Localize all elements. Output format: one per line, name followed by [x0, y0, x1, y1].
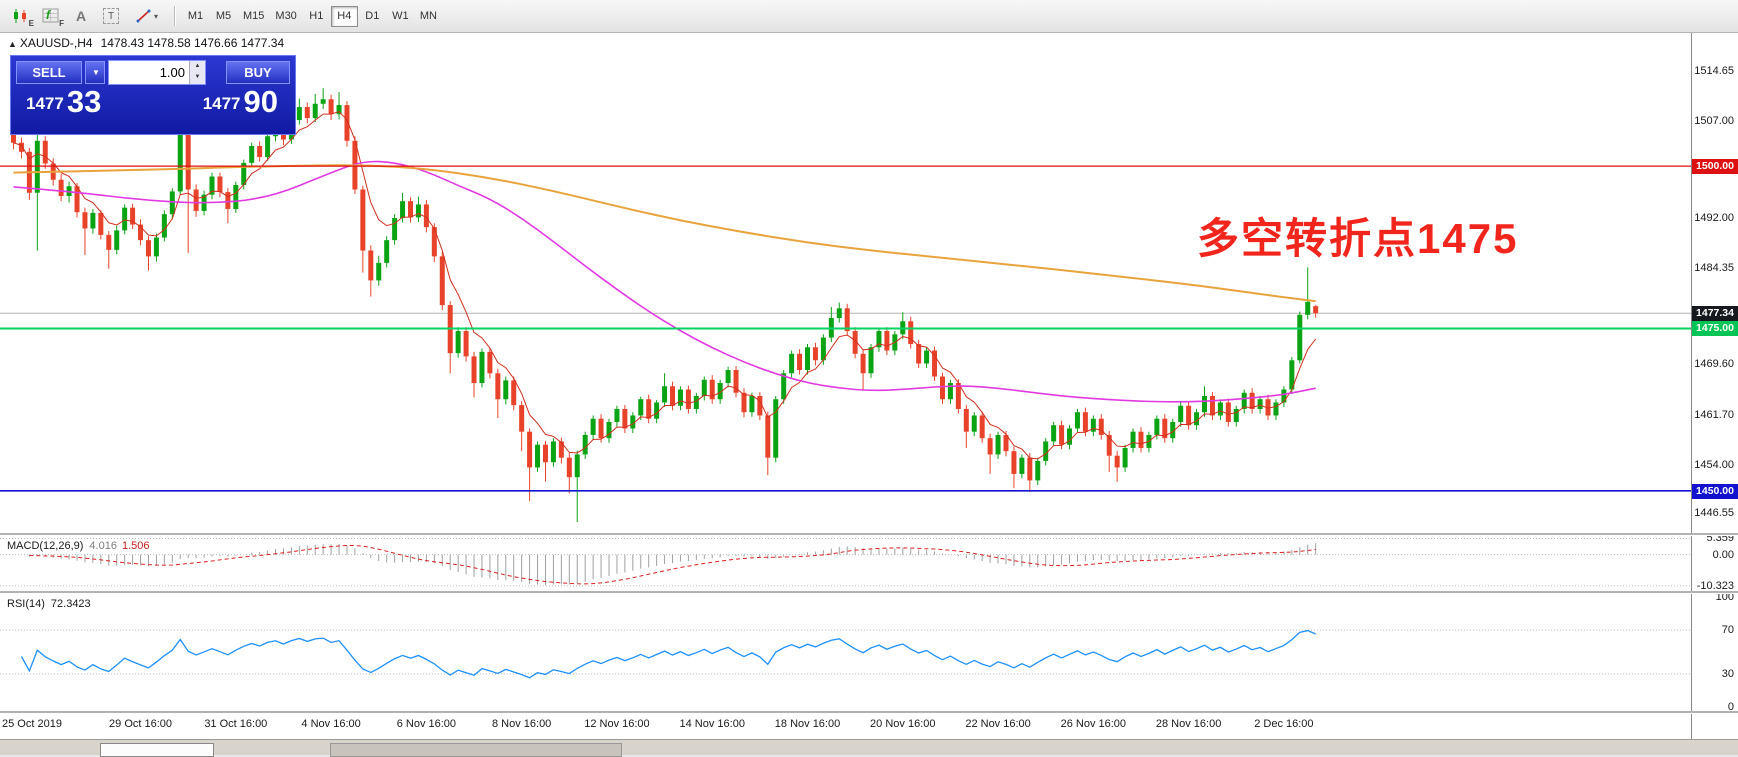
bid-price-main: 1477 [26, 94, 64, 113]
rsi-name: RSI(14) [7, 598, 45, 610]
price-axis-tick: 1514.65 [1694, 64, 1734, 77]
price-axis-tick: 1446.55 [1694, 507, 1734, 520]
trendline-icon [136, 9, 151, 23]
tf-button-m1[interactable]: M1 [182, 6, 209, 27]
price-line-tag: 1450.00 [1692, 483, 1738, 499]
panel-divider[interactable] [0, 711, 1738, 714]
time-axis-label: 18 Nov 16:00 [774, 718, 841, 730]
lot-spinner: ▲ ▼ [189, 60, 205, 84]
rsi-axis-tick: 30 [1721, 667, 1734, 680]
panel-divider[interactable] [0, 591, 1738, 594]
macd-main-value: 4.016 [89, 540, 117, 552]
price-line-tag: 1475.00 [1692, 321, 1738, 337]
bid-price: 1477 33 [26, 86, 101, 117]
time-axis-label: 2 Dec 16:00 [1254, 718, 1314, 730]
rsi-value: 72.3423 [50, 598, 91, 610]
rsi-axis-tick: 100 [1715, 591, 1734, 604]
price-line-tag: 1477.34 [1692, 306, 1738, 322]
chart-type-button[interactable]: E [6, 3, 36, 29]
panel-divider[interactable] [0, 533, 1738, 536]
tf-button-h1[interactable]: H1 [303, 6, 330, 27]
time-axis-label: 4 Nov 16:00 [301, 718, 361, 730]
tf-button-w1[interactable]: W1 [387, 6, 414, 27]
rsi-axis-tick: 70 [1721, 624, 1734, 637]
rsi-indicator-label: RSI(14) 72.3423 [7, 598, 91, 610]
bid-price-pips: 33 [66, 84, 102, 119]
time-axis-label: 26 Nov 16:00 [1060, 718, 1127, 730]
macd-axis-tick: 0.00 [1712, 548, 1734, 561]
macd-signal-value: 1.506 [121, 540, 150, 552]
text-label-button[interactable]: A [66, 3, 96, 29]
buy-button[interactable]: BUY [226, 60, 290, 84]
price-axis[interactable]: 1514.65 1507.00 1492.00 1484.35 1469.60 1461.… [1691, 33, 1738, 739]
text-box-button[interactable]: T [96, 3, 126, 29]
letter-a-icon: A [75, 8, 87, 24]
tf-button-mn[interactable]: MN [415, 6, 442, 27]
tf-button-d1[interactable]: D1 [359, 6, 386, 27]
tf-button-m30[interactable]: M30 [270, 6, 301, 27]
toolbar-separator [174, 6, 176, 26]
chart-plot[interactable] [0, 33, 1738, 754]
macd-name: MACD(12,26,9) [7, 540, 84, 552]
bid-ask-display: 1477 33 1477 90 [16, 84, 290, 117]
lot-spin-down-button[interactable]: ▼ [190, 72, 205, 84]
price-axis-tick: 1469.60 [1694, 357, 1734, 370]
tf-button-m5[interactable]: M5 [210, 6, 237, 27]
chart-workspace: ▲ XAUUSD-,H4 1478.43 1478.58 1476.66 1477.… [0, 33, 1738, 757]
bottom-tab-strip[interactable] [0, 739, 1738, 757]
lot-spin-up-button[interactable]: ▲ [190, 60, 205, 72]
timeframe-toolbar: M1 M5 M15 M30 H1 H4 D1 W1 MN [182, 5, 442, 27]
price-axis-tick: 1484.35 [1694, 261, 1734, 274]
sell-button[interactable]: SELL [16, 60, 82, 84]
time-axis-label: 20 Nov 16:00 [870, 718, 936, 730]
indicators-button[interactable]: f F [36, 3, 66, 29]
macd-axis-tick: -10.323 [1696, 579, 1734, 592]
time-axis-label: 14 Nov 16:00 [679, 718, 745, 730]
time-axis-label: 6 Nov 16:00 [396, 718, 457, 730]
chevron-down-icon: ▾ [153, 11, 158, 21]
function-glyph: f [46, 8, 50, 22]
ask-price: 1477 90 [203, 86, 278, 117]
time-axis-label: 8 Nov 16:00 [491, 718, 552, 730]
time-axis[interactable]: 25 Oct 2019 29 Oct 16:00 31 Oct 16:00 4 Nov… [0, 713, 1692, 739]
icon-badge-e: E [28, 19, 34, 28]
chart-tab[interactable] [100, 743, 214, 757]
text-box-icon: T [103, 8, 119, 24]
price-axis-tick: 1461.70 [1694, 408, 1734, 421]
indicators-grid-icon [42, 8, 59, 23]
lot-size-field: ▲ ▼ [108, 59, 206, 85]
price-axis-tick: 1454.00 [1694, 458, 1734, 471]
one-click-trading-panel: SELL ▼ ▲ ▼ BUY 1477 33 1477 [10, 55, 296, 135]
tf-button-h4[interactable]: H4 [330, 5, 358, 27]
price-line-tag: 1500.00 [1692, 159, 1738, 175]
tf-button-m15[interactable]: M15 [238, 6, 269, 27]
ask-price-pips: 90 [243, 84, 278, 119]
time-axis-label: 22 Nov 16:00 [965, 718, 1031, 730]
chart-symbol-header: ▲ XAUUSD-,H4 1478.43 1478.58 1476.66 1477.… [8, 36, 284, 50]
time-axis-label: 25 Oct 2019 [2, 718, 62, 730]
lot-preset-dropdown[interactable]: ▼ [85, 60, 105, 84]
lot-size-input[interactable] [109, 60, 189, 84]
ohlc-values: 1478.43 1478.58 1476.66 1477.34 [100, 36, 285, 50]
symbol-timeframe-label: XAUUSD-,H4 [19, 36, 93, 50]
chart-text-annotation[interactable]: 多空转折点1475 [1197, 215, 1519, 262]
time-axis-label: 31 Oct 16:00 [204, 718, 268, 730]
macd-indicator-label: MACD(12,26,9) 4.016 1.506 [7, 540, 149, 552]
icon-badge-f: F [59, 19, 64, 28]
draw-tools-button[interactable]: ▾ [126, 3, 168, 29]
candlestick-icon [14, 9, 26, 23]
symbol-marker-icon: ▲ [8, 39, 17, 49]
ask-price-main: 1477 [202, 94, 241, 113]
price-axis-tick: 1507.00 [1694, 114, 1734, 127]
price-axis-tick: 1492.00 [1694, 212, 1734, 225]
time-axis-label: 28 Nov 16:00 [1155, 718, 1222, 730]
time-axis-label: 29 Oct 16:00 [109, 718, 173, 730]
time-axis-label: 12 Nov 16:00 [584, 718, 650, 730]
top-toolbar: E f F A T ▾ M1 M5 M15 M30 H1 H [0, 0, 1738, 33]
rsi-axis-tick: 0 [1727, 700, 1734, 713]
scrollbar-thumb[interactable] [330, 743, 622, 757]
